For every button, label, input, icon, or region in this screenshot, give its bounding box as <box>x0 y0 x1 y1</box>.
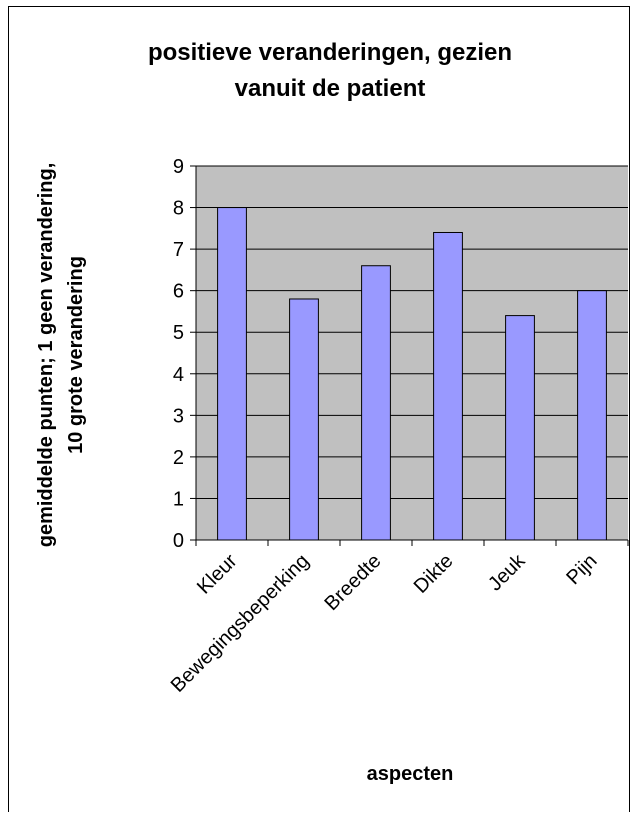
x-tick-label-jeuk: Jeuk <box>484 549 530 595</box>
y-tick-label-1: 1 <box>173 488 184 510</box>
y-tick-label-4: 4 <box>173 364 184 386</box>
y-tick-label-2: 2 <box>173 447 184 469</box>
bar-breedte <box>361 265 391 541</box>
y-tick-label-8: 8 <box>173 198 184 220</box>
bar-dikte <box>433 231 463 541</box>
x-tick-label-kleur: Kleur <box>193 550 242 599</box>
bar-kleur <box>217 207 247 541</box>
bar-pijn <box>577 290 607 541</box>
plot-background <box>196 166 628 540</box>
bar-bewegingsbeperking <box>289 298 319 541</box>
y-tick-label-0: 0 <box>173 530 184 552</box>
y-tick-label-9: 9 <box>173 156 184 178</box>
y-tick-label-3: 3 <box>173 405 184 427</box>
x-tick-label-pijn: Pijn <box>562 550 601 589</box>
x-tick-label-breedte: Breedte <box>320 550 385 615</box>
y-axis-title-line-1: gemiddelde punten; 1 geen verandering, <box>35 163 57 548</box>
x-tick-label-dikte: Dikte <box>410 550 458 598</box>
y-axis-title-line-2: 10 grote verandering <box>65 256 87 454</box>
x-axis-title: aspecten <box>367 763 454 785</box>
bar-jeuk <box>505 315 535 541</box>
chart-frame <box>8 6 630 812</box>
y-tick-label-5: 5 <box>173 322 184 344</box>
y-tick-label-7: 7 <box>173 239 184 261</box>
y-tick-label-6: 6 <box>173 281 184 303</box>
x-tick-label-bewegingsbeperking: Bewegingsbeperking <box>167 550 314 697</box>
chart-title-line-2: vanuit de patient <box>235 75 426 102</box>
chart-title-line-1: positieve veranderingen, gezien <box>148 39 512 66</box>
